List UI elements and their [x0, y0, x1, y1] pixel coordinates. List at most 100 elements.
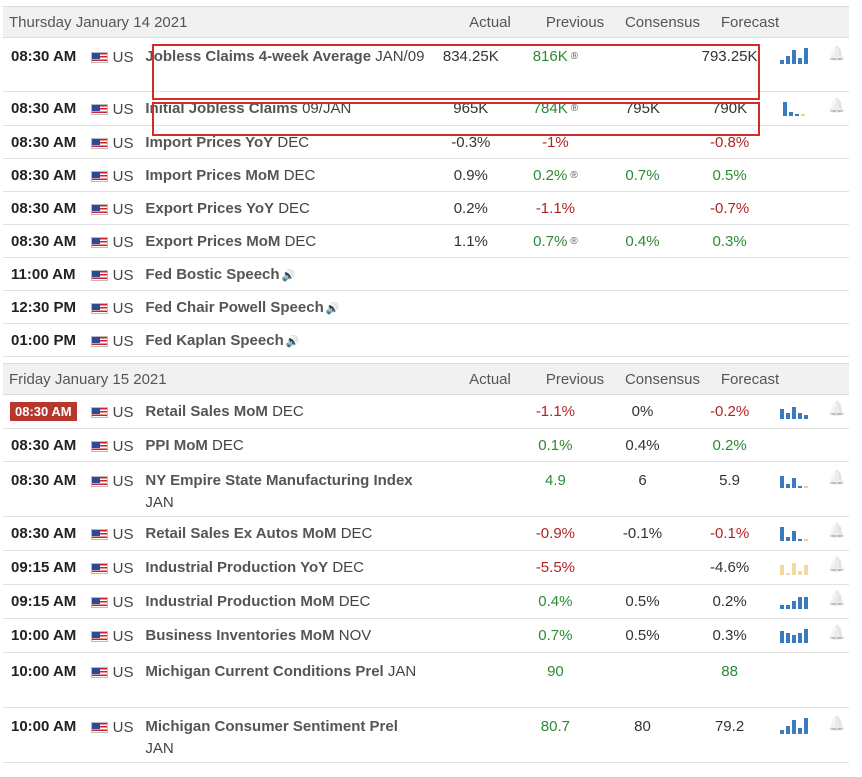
event-title[interactable]: NY Empire State Manufacturing Index	[145, 472, 413, 489]
chart-cell	[769, 716, 819, 734]
event-name[interactable]: Export Prices YoY DEC	[145, 198, 426, 220]
bell-icon[interactable]: 🔔	[828, 715, 846, 731]
event-title[interactable]: Initial Jobless Claims	[145, 100, 298, 117]
event-name[interactable]: Import Prices YoY DEC	[145, 132, 426, 154]
event-title[interactable]: Business Inventories MoM	[145, 627, 335, 644]
event-time: 10:00 AM	[11, 718, 77, 735]
live-time-badge: 08:30 AM	[10, 402, 77, 421]
event-title[interactable]: Fed Kaplan Speech	[145, 332, 284, 349]
revised-icon[interactable]: ®	[570, 236, 578, 248]
event-name[interactable]: NY Empire State Manufacturing Index JAN	[145, 470, 426, 514]
event-row[interactable]: 08:30 AM US Import Prices MoM DEC 0.9% 0.2% ®…	[3, 159, 849, 192]
event-name[interactable]: Business Inventories MoM NOV	[145, 625, 426, 647]
bell-icon[interactable]: 🔔	[828, 97, 846, 113]
event-row[interactable]: 10:00 AM US Michigan Current Conditions Pr…	[3, 653, 849, 708]
event-title[interactable]: Import Prices MoM	[145, 167, 280, 184]
event-row[interactable]: 08:30 AM US PPI MoM DEC 0.1% 0.4% 0.2%	[3, 429, 849, 462]
bell-icon[interactable]: 🔔	[828, 556, 846, 572]
event-row[interactable]: 08:30 AM US Import Prices YoY DEC -0.3% -1% -…	[3, 126, 849, 159]
event-row[interactable]: 08:30 AM US NY Empire State Manufacturing …	[3, 462, 849, 517]
mini-bar-chart-icon[interactable]	[780, 523, 809, 541]
bell-icon[interactable]: 🔔	[828, 624, 846, 640]
column-header-consensus[interactable]: Consensus	[624, 370, 701, 388]
event-country: US	[90, 132, 146, 154]
event-row[interactable]: 08:30 AM US Jobless Claims 4-week Average …	[3, 38, 849, 92]
event-name[interactable]: Michigan Current Conditions Prel JAN	[145, 661, 426, 683]
event-name[interactable]: Initial Jobless Claims 09/JAN	[145, 98, 426, 120]
bell-icon[interactable]: 🔔	[828, 45, 846, 61]
consensus-value-cell-value: 0.7%	[625, 167, 660, 184]
event-name[interactable]: Michigan Consumer Sentiment Prel JAN	[145, 716, 426, 760]
event-name[interactable]: Import Prices MoM DEC	[145, 165, 426, 187]
chart-bar	[783, 102, 788, 116]
event-name[interactable]: Industrial Production YoY DEC	[145, 557, 426, 579]
event-name[interactable]: Export Prices MoM DEC	[145, 231, 426, 253]
column-header-forecast[interactable]: Forecast	[720, 370, 780, 388]
event-row[interactable]: 08:30 AM US Retail Sales MoM DEC -1.1% 0% -0.…	[3, 395, 849, 429]
forecast-value-cell-value: 0.2%	[712, 593, 747, 610]
event-row[interactable]: 12:30 PM US Fed Chair Powell Speech 🔊	[3, 291, 849, 324]
event-title[interactable]: Michigan Consumer Sentiment Prel	[145, 718, 398, 735]
event-row[interactable]: 10:00 AM US Michigan Consumer Sentiment Pr…	[3, 708, 849, 763]
event-title[interactable]: Industrial Production MoM	[145, 593, 335, 610]
event-row[interactable]: 01:00 PM US Fed Kaplan Speech 🔊	[3, 324, 849, 357]
event-name[interactable]: Fed Bostic Speech 🔊	[145, 264, 426, 287]
chart-bar	[798, 413, 803, 419]
event-title[interactable]: PPI MoM	[145, 437, 208, 454]
mini-bar-chart-icon[interactable]	[783, 98, 806, 116]
event-name[interactable]: Retail Sales MoM DEC	[145, 401, 426, 423]
event-title[interactable]: Import Prices YoY	[145, 134, 274, 151]
revised-icon[interactable]: ®	[570, 51, 579, 63]
mini-bar-chart-icon[interactable]	[780, 557, 809, 575]
country-code: US	[112, 134, 134, 152]
column-header-previous[interactable]: Previous	[545, 370, 605, 388]
column-header-actual[interactable]: Actual	[469, 370, 511, 388]
chart-bar	[798, 539, 803, 541]
previous-value-cell-value: 0.7%	[533, 233, 568, 250]
bell-icon[interactable]: 🔔	[828, 590, 846, 606]
mini-bar-chart-icon[interactable]	[780, 46, 809, 64]
country-code: US	[112, 472, 134, 490]
event-row[interactable]: 08:30 AM US Export Prices MoM DEC 1.1% 0.7% ®…	[3, 225, 849, 258]
event-row[interactable]: 11:00 AM US Fed Bostic Speech 🔊	[3, 258, 849, 291]
mini-bar-chart-icon[interactable]	[780, 591, 809, 609]
bell-icon[interactable]: 🔔	[828, 522, 846, 538]
event-title[interactable]: Fed Chair Powell Speech	[145, 299, 324, 316]
event-row[interactable]: 09:15 AM US Industrial Production YoY DEC -…	[3, 551, 849, 585]
column-header-forecast[interactable]: Forecast	[720, 13, 780, 31]
event-title[interactable]: Jobless Claims 4-week Average	[145, 48, 372, 65]
event-row[interactable]: 10:00 AM US Business Inventories MoM NOV 0.…	[3, 619, 849, 653]
column-header-consensus[interactable]: Consensus	[624, 13, 701, 31]
event-title[interactable]: Fed Bostic Speech	[145, 266, 280, 283]
mini-bar-chart-icon[interactable]	[780, 470, 809, 488]
event-title[interactable]: Export Prices MoM	[145, 233, 281, 250]
event-title[interactable]: Industrial Production YoY	[145, 559, 329, 576]
event-title[interactable]: Retail Sales MoM	[145, 403, 268, 420]
mini-bar-chart-icon[interactable]	[780, 401, 809, 419]
event-title[interactable]: Michigan Current Conditions Prel	[145, 663, 384, 680]
bell-icon[interactable]: 🔔	[828, 400, 846, 416]
revised-icon[interactable]: ®	[570, 103, 579, 115]
event-row[interactable]: 08:30 AM US Retail Sales Ex Autos MoM DEC -…	[3, 517, 849, 551]
event-name[interactable]: Fed Kaplan Speech 🔊	[145, 330, 426, 353]
bell-icon[interactable]: 🔔	[828, 469, 846, 485]
event-name[interactable]: Jobless Claims 4-week Average JAN/09	[145, 46, 426, 68]
event-time: 08:30 AM	[11, 48, 77, 65]
event-country: US	[90, 46, 146, 68]
event-row[interactable]: 08:30 AM US Initial Jobless Claims 09/JAN 9…	[3, 92, 849, 126]
column-header-previous[interactable]: Previous	[545, 13, 605, 31]
event-row[interactable]: 08:30 AM US Export Prices YoY DEC 0.2% -1.1%…	[3, 192, 849, 225]
event-title[interactable]: Retail Sales Ex Autos MoM	[145, 525, 337, 542]
revised-icon[interactable]: ®	[570, 170, 578, 182]
previous-value-cell-value: 784K	[532, 100, 568, 117]
mini-bar-chart-icon[interactable]	[780, 625, 809, 643]
event-name[interactable]: Industrial Production MoM DEC	[145, 591, 426, 613]
event-row[interactable]: 09:15 AM US Industrial Production MoM DEC 0…	[3, 585, 849, 619]
mini-bar-chart-icon[interactable]	[780, 716, 809, 734]
event-name[interactable]: Retail Sales Ex Autos MoM DEC	[145, 523, 426, 545]
event-name[interactable]: PPI MoM DEC	[145, 435, 426, 457]
consensus-value-cell-value: 795K	[624, 100, 661, 117]
event-title[interactable]: Export Prices YoY	[145, 200, 275, 217]
event-name[interactable]: Fed Chair Powell Speech 🔊	[145, 297, 426, 320]
column-header-actual[interactable]: Actual	[469, 13, 511, 31]
